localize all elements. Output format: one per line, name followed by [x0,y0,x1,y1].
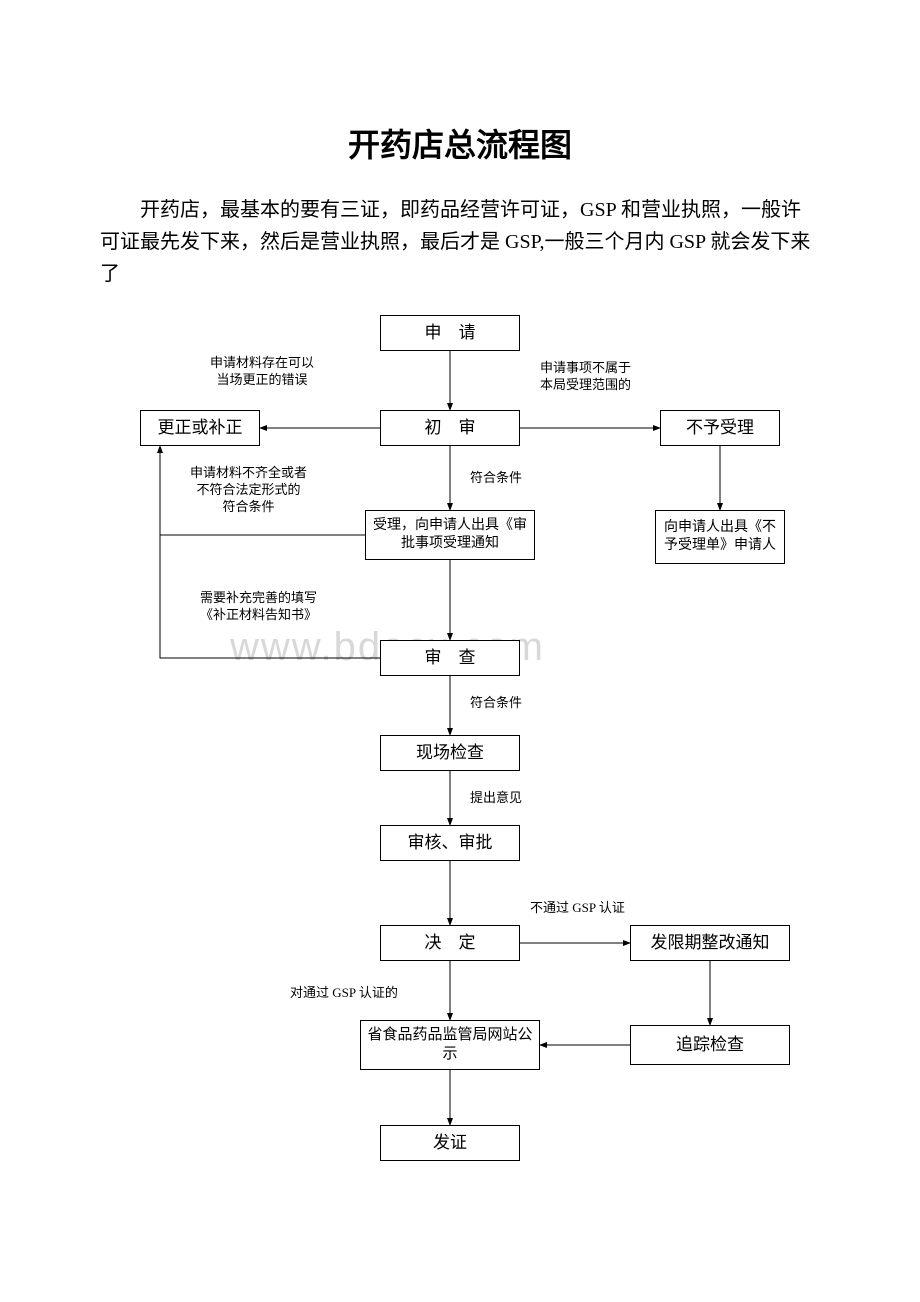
flow-node-publish: 省食品药品监管局网站公示 [360,1020,540,1070]
flow-node-rectify: 发限期整改通知 [630,925,790,961]
flow-node-apply: 申 请 [380,315,520,351]
flow-label-8: 对通过 GSP 认证的 [290,985,398,1002]
flow-label-1: 申请事项不属于本局受理范围的 [540,360,631,394]
flow-label-5: 符合条件 [470,695,522,712]
flow-label-3: 符合条件 [470,470,522,487]
page-title: 开药店总流程图 [100,120,820,166]
flow-node-initrev: 初 审 [380,410,520,446]
flow-node-track: 追踪检查 [630,1025,790,1065]
flow-label-4: 需要补充完善的填写《补正材料告知书》 [200,590,317,624]
flowchart-canvas: www.bdocx.com 申 请更正或补正初 审不予受理受理，向申请人出具《审… [100,315,820,1195]
flow-node-decide: 决 定 [380,925,520,961]
flow-node-review: 审 查 [380,640,520,676]
flow-label-2: 申请材料不齐全或者不符合法定形式的符合条件 [190,465,307,516]
flow-label-6: 提出意见 [470,790,522,807]
flow-node-accept: 受理，向申请人出具《审批事项受理通知 [365,510,535,560]
flow-label-0: 申请材料存在可以当场更正的错误 [210,355,314,389]
flow-node-rejectdoc: 向申请人出具《不予受理单》申请人 [655,510,785,564]
intro-paragraph: 开药店，最基本的要有三证，即药品经营许可证，GSP 和营业执照，一般许可证最先发… [100,194,820,290]
flow-node-approve: 审核、审批 [380,825,520,861]
flow-node-issue: 发证 [380,1125,520,1161]
flow-node-onsite: 现场检查 [380,735,520,771]
flow-node-correct: 更正或补正 [140,410,260,446]
flow-node-reject: 不予受理 [660,410,780,446]
flow-label-7: 不通过 GSP 认证 [530,900,625,917]
